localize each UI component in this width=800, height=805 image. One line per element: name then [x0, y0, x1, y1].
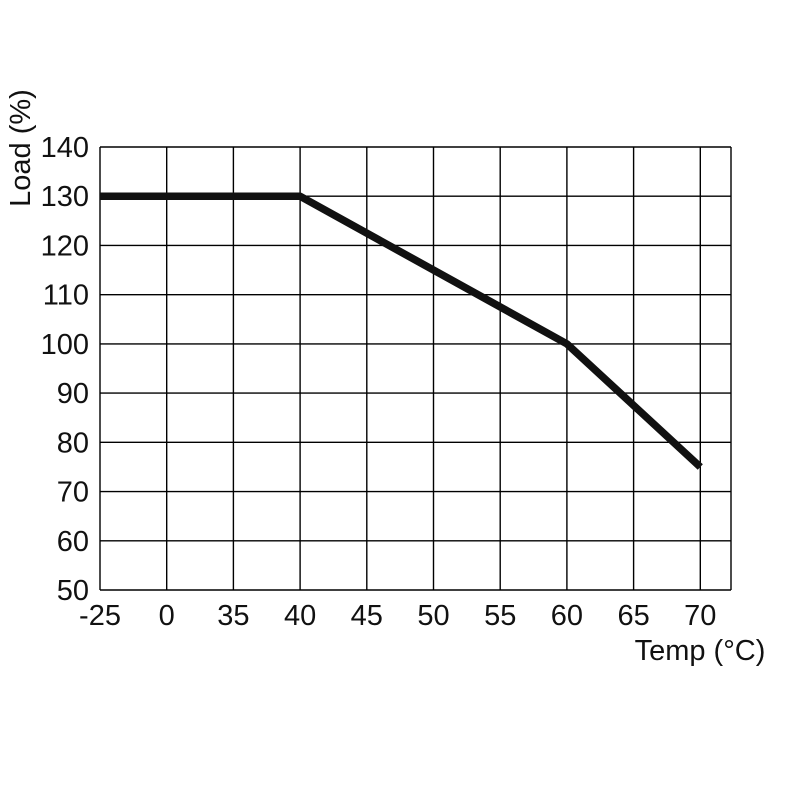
y-tick-label: 50 — [57, 575, 89, 607]
y-tick-label: 80 — [57, 427, 89, 459]
y-tick-label: 140 — [41, 132, 89, 164]
x-tick-label: 0 — [159, 600, 175, 632]
y-tick-label: 110 — [43, 280, 89, 312]
y-tick-label: 130 — [41, 181, 89, 213]
x-tick-label: 35 — [217, 600, 249, 632]
x-tick-label: 45 — [351, 600, 383, 632]
x-tick-label: -25 — [79, 600, 121, 632]
x-tick-label: 65 — [617, 600, 649, 632]
x-tick-label: 70 — [684, 600, 716, 632]
y-tick-label: 100 — [41, 329, 89, 361]
x-tick-label: 40 — [284, 600, 316, 632]
y-tick-label: 90 — [57, 378, 89, 410]
y-tick-label: 70 — [57, 477, 89, 509]
x-tick-label: 60 — [551, 600, 583, 632]
x-axis-label: Temp (°C) — [635, 635, 766, 667]
x-tick-label: 55 — [484, 600, 516, 632]
load-curve — [100, 192, 703, 470]
y-tick-label: 120 — [41, 230, 89, 262]
y-tick-label: 60 — [57, 526, 89, 558]
x-tick-label: 50 — [417, 600, 449, 632]
y-axis-label: Load (%) — [5, 89, 37, 207]
